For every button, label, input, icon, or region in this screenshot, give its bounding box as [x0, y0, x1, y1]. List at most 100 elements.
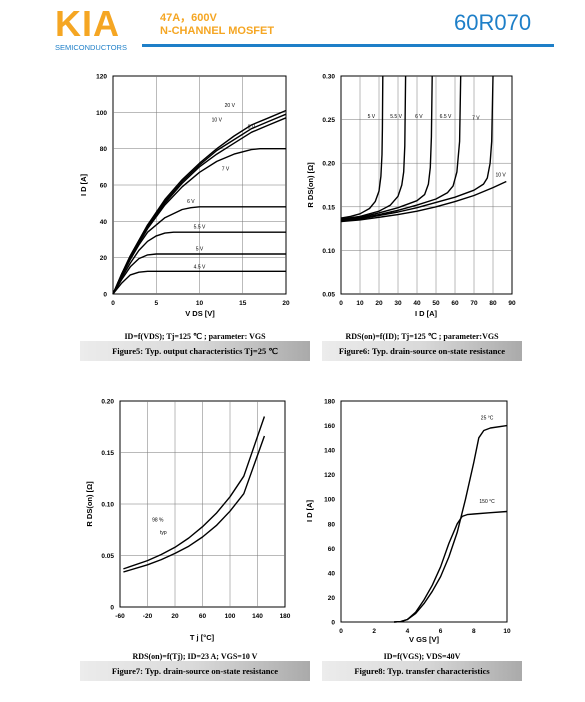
series-label: 5 V — [368, 114, 376, 120]
series-label: 6.5 V — [440, 114, 452, 120]
figure5-title: Figure5: Typ. output characteristics Tj=… — [80, 341, 310, 361]
figure6-params: RDS(on)=f(ID); Tj=125 ℃ ; parameter:VGS — [345, 332, 499, 341]
x-tick-label: 180 — [280, 613, 291, 620]
y-axis-label: I D [A] — [79, 173, 88, 196]
x-axis-label: V GS [V] — [409, 635, 440, 644]
x-tick-label: 10 — [503, 628, 511, 635]
x-tick-label: 60 — [451, 300, 459, 307]
series-line — [340, 75, 384, 219]
y-tick-label: 0.20 — [101, 399, 114, 406]
logo: KIA SEMICONDUCTORS — [55, 3, 135, 53]
series-line — [340, 75, 407, 220]
series-label: 5 V — [196, 246, 204, 252]
logo-subtitle: SEMICONDUCTORS — [55, 43, 127, 52]
series-line — [112, 206, 286, 295]
series-label: 98 % — [152, 518, 164, 524]
y-tick-label: 100 — [324, 497, 335, 504]
x-tick-label: 80 — [489, 300, 497, 307]
x-tick-label: 30 — [394, 300, 402, 307]
y-tick-label: 0.15 — [322, 204, 335, 211]
y-tick-label: 0.30 — [322, 74, 335, 81]
x-axis-label: T j [°C] — [190, 633, 215, 642]
x-tick-label: 40 — [413, 300, 421, 307]
series-label: 10 V — [212, 117, 223, 123]
series-line — [123, 416, 266, 570]
series-line — [112, 231, 286, 295]
series-line — [123, 435, 266, 573]
series-line — [394, 510, 508, 623]
part-number: 60R070 — [454, 10, 532, 35]
x-tick-label: 8 — [472, 628, 476, 635]
x-tick-label: 100 — [225, 613, 236, 620]
series-line — [340, 180, 507, 223]
x-tick-label: 0 — [111, 300, 115, 307]
series-line — [112, 253, 286, 295]
y-tick-label: 0.05 — [322, 292, 335, 299]
figure6-title: Figure6: Typ. drain-source on-state resi… — [322, 341, 522, 361]
series-label: 25 °C — [481, 415, 494, 421]
x-tick-label: 15 — [239, 300, 247, 307]
series-label: 5.5 V — [390, 114, 402, 120]
device-type: N-CHANNEL MOSFET — [160, 25, 275, 37]
y-tick-label: 180 — [324, 399, 335, 406]
series-label: 4.5 V — [194, 265, 206, 271]
y-tick-label: 0.10 — [101, 502, 114, 509]
figure7-title: Figure7: Typ. drain-source on-state resi… — [80, 661, 310, 681]
x-tick-label: 10 — [356, 300, 364, 307]
figure8-params: ID=f(VGS); VDS=40V — [383, 652, 461, 661]
x-tick-label: 5 — [154, 300, 158, 307]
series-line — [340, 75, 462, 221]
y-tick-label: 160 — [324, 423, 335, 430]
series-label: 20 V — [225, 103, 236, 109]
y-tick-label: 0.20 — [322, 161, 335, 168]
x-tick-label: 6 — [439, 628, 443, 635]
y-tick-label: 60 — [328, 546, 336, 553]
series-label: 8 V — [248, 125, 256, 131]
series-line — [340, 75, 494, 222]
x-tick-label: 90 — [508, 300, 516, 307]
x-tick-label: 60 — [199, 613, 207, 620]
y-axis-label: R DS(on) [Ω] — [306, 162, 315, 208]
y-axis-label: R DS(on) [Ω] — [85, 481, 94, 527]
y-tick-label: 0.05 — [101, 553, 114, 560]
y-tick-label: 60 — [100, 183, 108, 190]
x-tick-label: 70 — [470, 300, 478, 307]
series-line — [340, 75, 433, 221]
device-rating: 47A，600V — [160, 12, 217, 24]
logo-text: KIA — [55, 3, 120, 44]
y-tick-label: 20 — [100, 255, 108, 262]
x-tick-label: 10 — [196, 300, 204, 307]
x-tick-label: 20 — [282, 300, 290, 307]
y-axis-label: I D [A] — [305, 499, 314, 522]
y-tick-label: 0 — [103, 292, 107, 299]
figure7-params: RDS(on)=f(Tj); ID=23 A; VGS=10 V — [132, 652, 258, 661]
x-tick-label: 50 — [432, 300, 440, 307]
x-tick-label: 0 — [339, 300, 343, 307]
y-tick-label: 0.10 — [322, 248, 335, 255]
x-axis-label: V DS [V] — [185, 309, 215, 318]
y-tick-label: 20 — [328, 595, 336, 602]
series-label: 5.5 V — [194, 225, 206, 231]
x-axis-label: I D [A] — [415, 309, 438, 318]
series-label: typ — [160, 530, 167, 536]
y-tick-label: 0.15 — [101, 450, 114, 457]
y-tick-label: 40 — [328, 570, 336, 577]
figure5-params: ID=f(VDS); Tj=125 ℃ ; parameter: VGS — [124, 332, 266, 341]
y-tick-label: 0.25 — [322, 117, 335, 124]
x-tick-label: 2 — [372, 628, 376, 635]
x-tick-label: 4 — [406, 628, 410, 635]
device-spec: 47A，600V N-CHANNEL MOSFET — [160, 12, 274, 38]
x-tick-label: 20 — [171, 613, 179, 620]
figure8-title: Figure8: Typ. transfer characteristics — [322, 661, 522, 681]
y-tick-label: 0 — [110, 605, 114, 612]
plot-frame — [340, 75, 513, 295]
y-tick-label: 80 — [100, 146, 108, 153]
y-tick-label: 120 — [324, 472, 335, 479]
y-tick-label: 0 — [331, 620, 335, 627]
y-tick-label: 120 — [96, 74, 107, 81]
y-tick-label: 100 — [96, 110, 107, 117]
